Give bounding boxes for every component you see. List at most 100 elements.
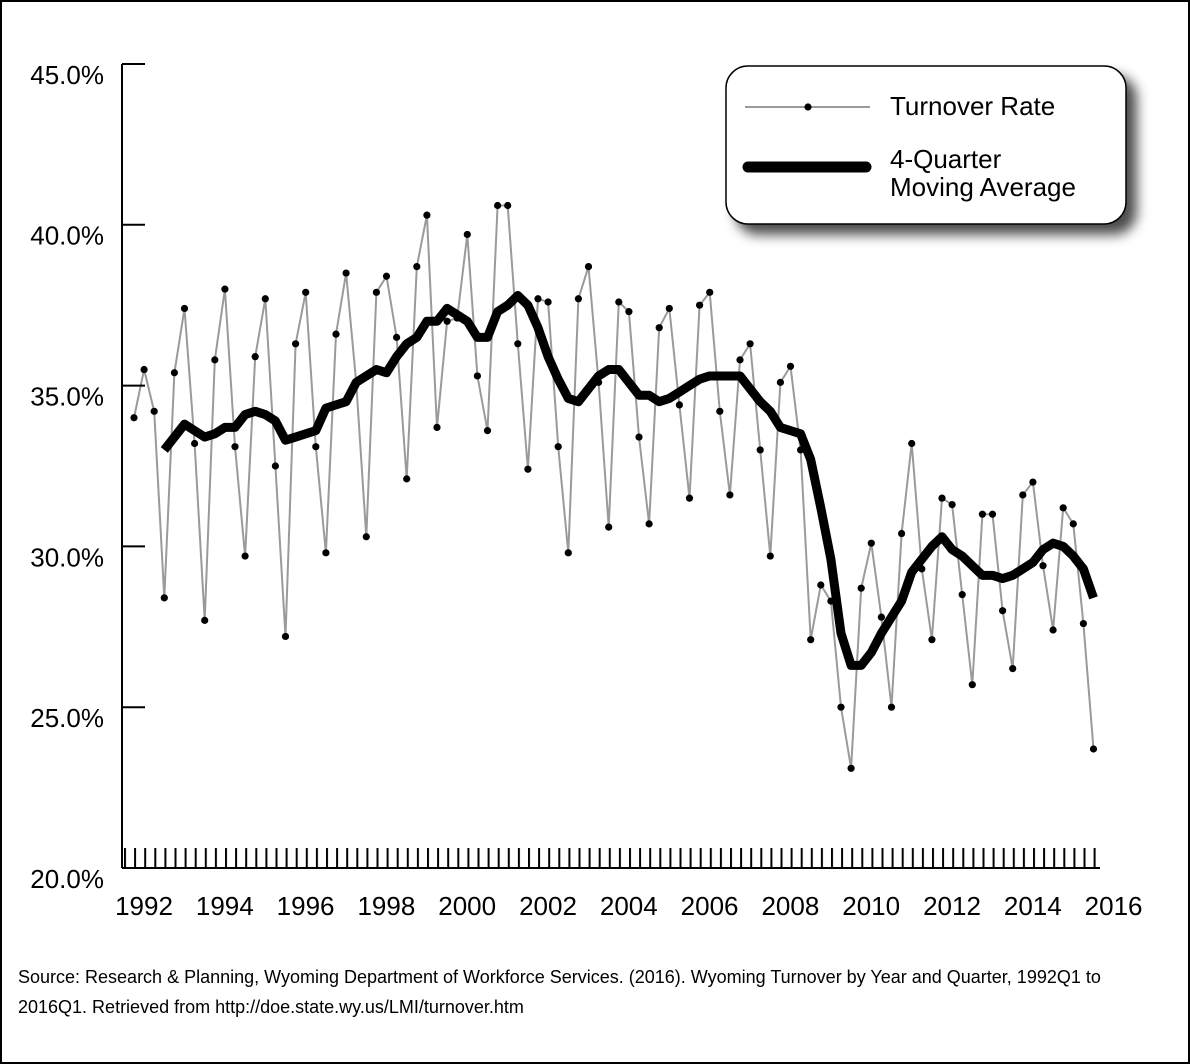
y-tick-label: 45.0% <box>30 60 104 90</box>
data-point <box>988 510 997 518</box>
data-point <box>726 491 734 499</box>
data-point <box>696 301 704 309</box>
data-point <box>1059 504 1067 512</box>
data-point <box>898 529 906 538</box>
data-point <box>837 703 845 711</box>
x-tick-label: 2000 <box>438 891 496 921</box>
data-point <box>574 295 583 303</box>
data-point <box>867 539 875 547</box>
x-tick-label: 1998 <box>357 891 415 921</box>
data-point <box>1009 665 1017 673</box>
data-point <box>251 353 259 361</box>
data-point <box>584 263 593 271</box>
data-point <box>675 401 684 409</box>
data-point <box>615 298 623 306</box>
legend-box <box>725 65 1127 225</box>
data-point <box>746 340 754 348</box>
data-point <box>544 298 552 306</box>
data-point <box>413 263 421 271</box>
data-point <box>807 636 815 644</box>
y-tick-label: 30.0% <box>30 542 104 572</box>
data-point <box>483 427 492 435</box>
data-point <box>514 340 522 348</box>
data-point <box>302 288 310 296</box>
turnover-line <box>133 204 1095 770</box>
data-point <box>393 333 401 341</box>
data-point <box>281 632 290 641</box>
x-tick-label: 1992 <box>115 891 173 921</box>
data-point <box>655 324 663 332</box>
data-point <box>877 613 886 621</box>
data-point <box>847 764 855 772</box>
minor-ticks <box>122 848 1100 868</box>
data-point <box>130 414 138 422</box>
data-point <box>1069 520 1077 528</box>
data-point <box>322 549 330 557</box>
data-point <box>221 285 229 293</box>
data-point <box>352 378 360 386</box>
data-point <box>362 533 370 541</box>
data-point <box>665 304 673 313</box>
data-point <box>908 439 916 448</box>
data-point <box>887 703 896 711</box>
data-point <box>1079 619 1087 628</box>
data-point <box>170 369 178 377</box>
data-point <box>958 591 966 599</box>
x-tick-label: 2002 <box>519 891 577 921</box>
data-point <box>635 433 643 441</box>
data-point <box>776 378 785 386</box>
data-point <box>716 407 724 415</box>
data-point <box>473 372 481 380</box>
x-tick-label: 2016 <box>1085 891 1143 921</box>
data-point <box>312 443 320 451</box>
data-point <box>271 462 279 470</box>
source-note: Source: Research & Planning, Wyoming Dep… <box>18 967 1101 1017</box>
data-point <box>736 356 744 364</box>
data-point <box>140 365 148 374</box>
x-tick-label: 1996 <box>277 891 335 921</box>
data-point <box>463 230 471 239</box>
x-tick-label: 2010 <box>842 891 900 921</box>
y-tick-label: 35.0% <box>30 381 104 411</box>
data-point <box>625 308 633 316</box>
data-point <box>554 443 562 451</box>
data-point <box>403 475 411 483</box>
legend: Turnover Rate 4-Quarter Moving Average <box>725 65 1127 225</box>
data-point <box>231 443 239 451</box>
y-tick-label: 40.0% <box>30 221 104 251</box>
y-tick-label: 20.0% <box>30 864 104 894</box>
data-point <box>645 520 653 528</box>
x-tick-label: 2012 <box>923 891 981 921</box>
data-point <box>685 494 694 502</box>
data-point <box>1049 626 1057 634</box>
x-tick-label: 1994 <box>196 891 254 921</box>
x-tick-label: 2004 <box>600 891 658 921</box>
data-point <box>595 378 603 386</box>
data-point <box>494 201 502 210</box>
x-tick-label: 2014 <box>1004 891 1062 921</box>
data-point <box>453 314 461 322</box>
data-point <box>504 201 512 210</box>
data-point <box>948 500 956 509</box>
data-point <box>827 597 835 605</box>
data-point <box>817 581 825 589</box>
data-point <box>180 304 189 313</box>
data-point <box>261 295 269 303</box>
x-tick-label: 2008 <box>761 891 819 921</box>
data-point <box>978 510 987 518</box>
data-point <box>160 594 168 602</box>
data-point <box>857 584 865 592</box>
legend-label: 4-Quarter Moving Average <box>890 144 1076 202</box>
data-point <box>433 423 441 432</box>
legend-label: Turnover Rate <box>890 91 1055 121</box>
data-point <box>372 288 380 296</box>
data-point <box>706 288 714 296</box>
data-point <box>292 340 300 348</box>
data-point <box>605 523 613 531</box>
data-point <box>797 446 805 454</box>
plot <box>130 201 1098 772</box>
x-tick-label: 2006 <box>681 891 739 921</box>
data-point <box>918 565 926 573</box>
